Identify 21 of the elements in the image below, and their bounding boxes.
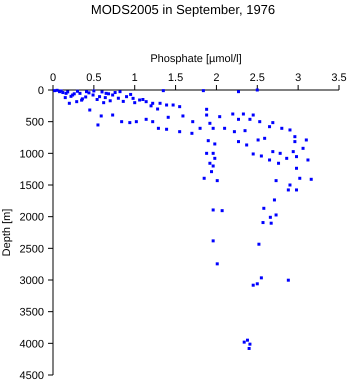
x-tick-label: 2.5 bbox=[250, 72, 265, 84]
x-tick-label: 0 bbox=[50, 72, 56, 84]
y-tick-label: 3000 bbox=[20, 275, 44, 287]
x-tick-label: 1 bbox=[132, 72, 138, 84]
y-axis-title: Depth [m] bbox=[1, 208, 13, 256]
y-tick-label: 2000 bbox=[20, 212, 44, 224]
chart-title: MODS2005 in September, 1976 bbox=[90, 2, 276, 17]
y-tick-label: 1000 bbox=[20, 148, 44, 160]
y-tick-label: 2500 bbox=[20, 243, 44, 256]
y-tick-label: 500 bbox=[26, 116, 44, 129]
x-axis-title: Phosphate [µmol/l] bbox=[150, 53, 242, 65]
y-tick-label: 4000 bbox=[20, 338, 44, 350]
y-tick-label: 1500 bbox=[20, 180, 44, 192]
x-tick-label: 3 bbox=[295, 72, 302, 84]
y-tick-label: 0 bbox=[38, 85, 44, 97]
y-tick-label: 3500 bbox=[20, 306, 44, 319]
x-tick-label: 2 bbox=[213, 72, 220, 84]
y-tick-label: 4500 bbox=[20, 370, 44, 382]
x-tick-label: 0.5 bbox=[86, 72, 102, 84]
x-tick-label: 1.5 bbox=[168, 72, 184, 84]
x-tick-label: 3.5 bbox=[331, 72, 347, 84]
